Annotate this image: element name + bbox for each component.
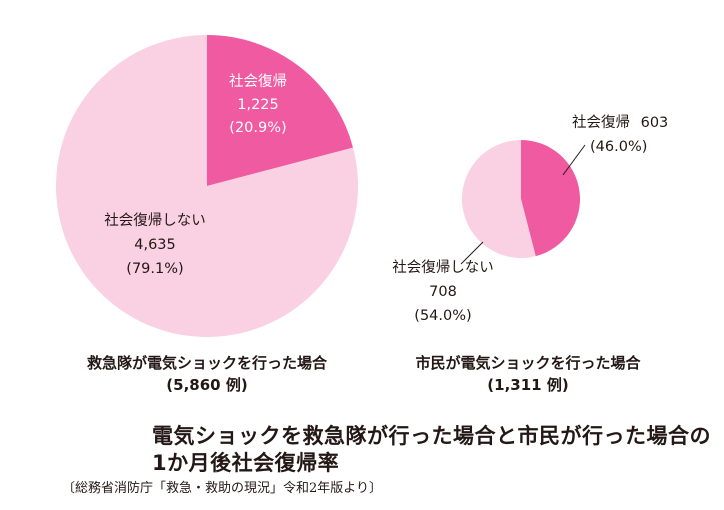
pie2-label-recovered-name: 社会復帰 (572, 113, 630, 131)
pie1-value-not-recovered: 4,635 (134, 237, 176, 253)
pie-citizen (461, 140, 580, 258)
pie1-slice-not-recovered (56, 35, 359, 337)
pie2-slice-not-recovered (461, 140, 536, 258)
leader-line-citizen-recovered (562, 144, 586, 176)
pie2-value-recovered: 603 (641, 115, 669, 131)
pie1-percent-recovered: (20.9%) (229, 120, 286, 136)
pie2-percent-not-recovered: (54.0%) (414, 308, 471, 324)
pie2-value-not-recovered: 708 (429, 284, 457, 300)
pie1-caption: 救急隊が電気ショックを行った場合 (5,860 例) (62, 352, 352, 396)
pie2-percent-recovered: (46.0%) (590, 139, 647, 155)
pie1-caption-count: (5,860 例) (166, 376, 248, 394)
pie2-caption-count: (1,311 例) (487, 376, 569, 394)
pie1-slice-recovered (207, 35, 354, 186)
pie2-caption: 市民が電気ショックを行った場合 (1,311 例) (398, 352, 658, 396)
pie1-label-recovered: 社会復帰 (229, 72, 287, 90)
pie-rescue-team (56, 35, 359, 337)
pie1-percent-not-recovered: (79.1%) (126, 261, 183, 277)
pie2-caption-title: 市民が電気ショックを行った場合 (415, 354, 641, 372)
figure-title-line2: 1か月後社会復帰率 (152, 451, 340, 475)
leader-line-citizen-not-recovered (460, 241, 484, 265)
pie1-label-not-recovered: 社会復帰しない (104, 211, 206, 229)
pie2-slice-recovered (521, 140, 580, 257)
pie1-value-recovered: 1,225 (237, 97, 279, 113)
pie1-caption-title: 救急隊が電気ショックを行った場合 (86, 354, 327, 372)
figure-title-line1: 電気ショックを救急隊が行った場合と市民が行った場合の (152, 424, 711, 448)
pie2-label-recovered: 社会復帰 603 (572, 113, 668, 131)
source-note: 〔総務省消防庁「救急・救助の現況」令和2年版より〕 (62, 481, 383, 496)
pie2-label-not-recovered: 社会復帰しない (392, 258, 494, 276)
